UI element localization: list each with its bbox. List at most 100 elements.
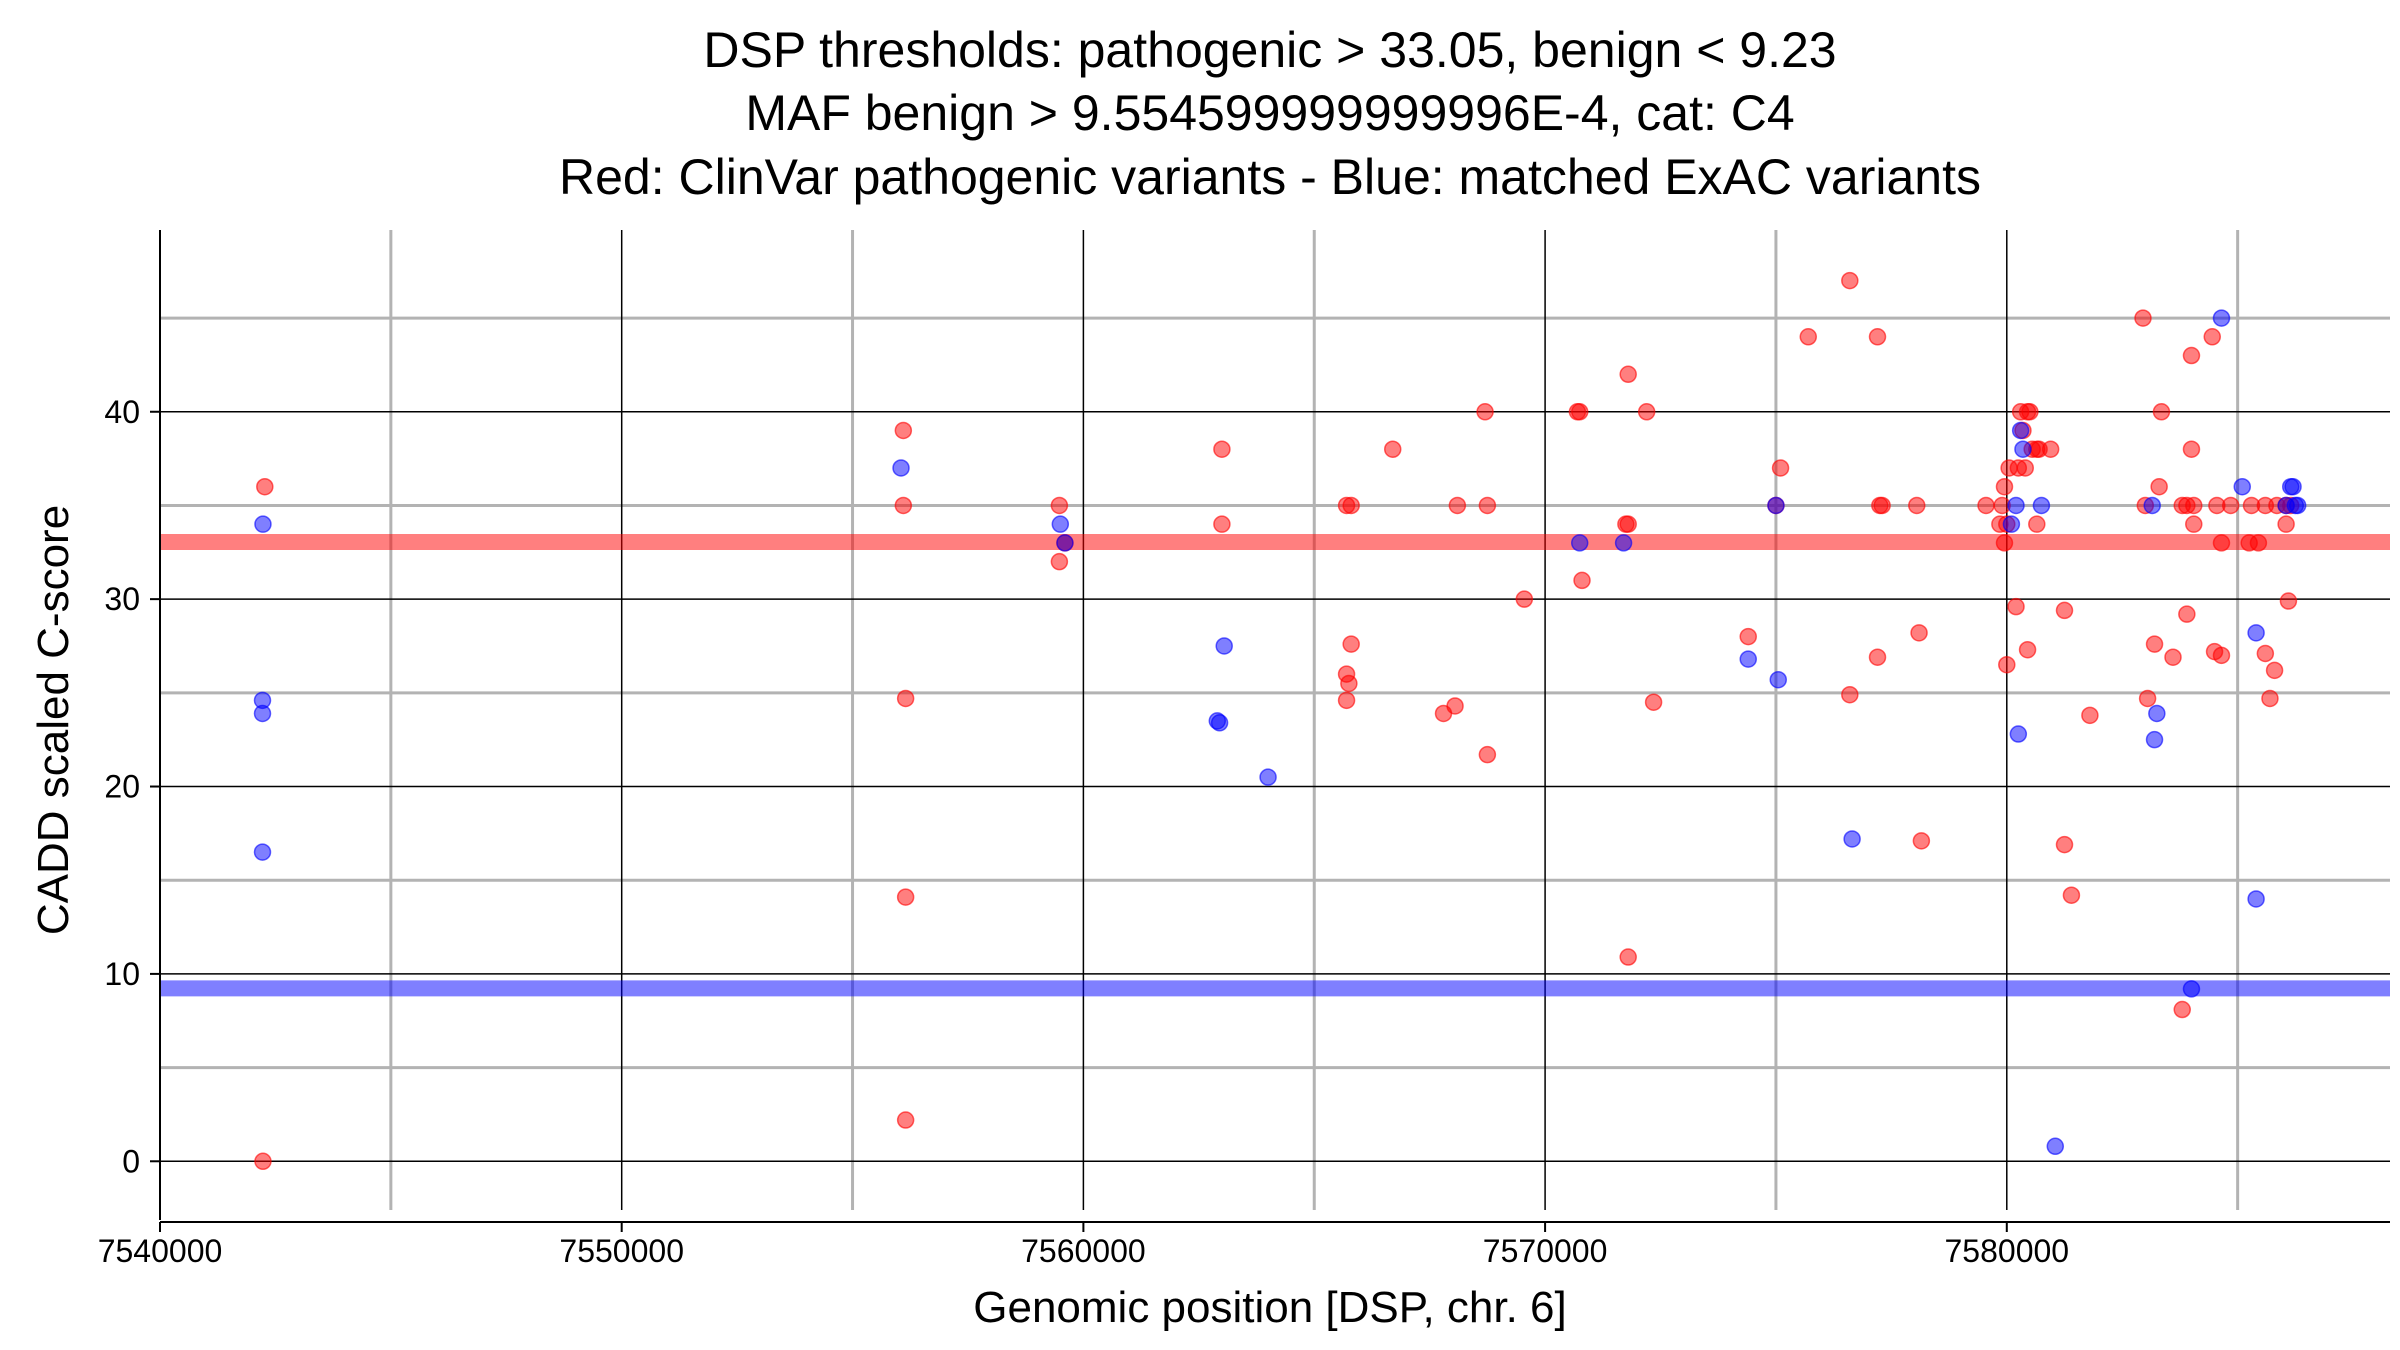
pathogenic-point xyxy=(2185,515,2203,533)
pathogenic-point xyxy=(1995,534,2014,552)
pathogenic-point xyxy=(2021,403,2039,421)
pathogenic-point xyxy=(1342,635,1360,653)
pathogenic-point xyxy=(1515,590,1534,608)
chart-title-line-3: Red: ClinVar pathogenic variants - Blue:… xyxy=(559,149,1981,205)
pathogenic-point xyxy=(1637,403,1656,421)
pathogenic-point xyxy=(2277,515,2295,533)
pathogenic-point xyxy=(1573,571,1591,590)
pathogenic-point xyxy=(1213,515,1231,533)
pathogenic-point xyxy=(2182,440,2201,458)
pathogenic-point xyxy=(2018,640,2037,659)
pathogenic-point xyxy=(2212,534,2231,552)
pathogenic-point xyxy=(1771,459,1790,477)
pathogenic-point xyxy=(1050,552,1069,571)
pathogenic-point xyxy=(2203,328,2221,346)
pathogenic-point xyxy=(1619,515,1637,533)
exac-point xyxy=(2002,515,2021,533)
pathogenic-point xyxy=(1868,328,1887,346)
pathogenic-point xyxy=(1448,496,1467,515)
exac-point xyxy=(2233,477,2252,496)
exac-point xyxy=(1056,534,1074,552)
pathogenic-point xyxy=(1841,271,1859,290)
pathogenic-point xyxy=(894,496,913,515)
exac-point xyxy=(1210,714,1229,732)
exac-point xyxy=(892,459,910,477)
pathogenic-point xyxy=(2081,706,2099,725)
pathogenic-point xyxy=(1342,496,1360,515)
pathogenic-point xyxy=(2261,689,2279,708)
pathogenic-point xyxy=(1619,365,1637,384)
pathogenic-point xyxy=(1213,440,1231,458)
pathogenic-point xyxy=(2279,592,2298,610)
exac-point xyxy=(253,704,272,723)
pathogenic-point xyxy=(2178,605,2196,623)
pathogenic-point xyxy=(2173,1000,2191,1019)
exac-point xyxy=(2145,730,2164,749)
exac-point xyxy=(2032,496,2051,515)
pathogenic-point xyxy=(2212,646,2231,665)
pathogenic-point xyxy=(2182,346,2201,365)
y-tick-label: 0 xyxy=(122,1143,140,1179)
pathogenic-point xyxy=(2138,689,2157,708)
exac-point xyxy=(2288,496,2307,515)
exac-point xyxy=(2014,440,2032,458)
pathogenic-point xyxy=(2134,309,2152,327)
y-tick-label: 20 xyxy=(104,769,140,805)
pathogenic-point xyxy=(2062,886,2081,904)
pathogenic-point xyxy=(2221,496,2240,515)
exac-point xyxy=(1769,670,1788,689)
pathogenic-point xyxy=(1799,328,1818,346)
pathogenic-point xyxy=(256,477,274,496)
pathogenic-point xyxy=(2055,835,2074,854)
pathogenic-point xyxy=(1644,693,1663,711)
x-axis-label: Genomic position [DSP, chr. 6] xyxy=(973,1283,1566,1332)
pathogenic-point xyxy=(2256,644,2275,663)
pathogenic-point xyxy=(1912,832,1931,850)
pathogenic-point xyxy=(1910,624,1928,642)
pathogenic-point xyxy=(2249,534,2268,552)
exac-point xyxy=(253,843,272,861)
pathogenic-point xyxy=(2152,403,2171,421)
x-tick-label: 7580000 xyxy=(1945,1233,2070,1269)
y-tick-label: 10 xyxy=(104,956,140,992)
pathogenic-point xyxy=(1478,496,1497,515)
exac-point xyxy=(2011,421,2030,440)
grid-minor xyxy=(160,230,2390,1210)
pathogenic-point xyxy=(2007,597,2025,616)
pathogenic-point xyxy=(254,1152,272,1171)
x-tick-label: 7550000 xyxy=(559,1233,684,1269)
pathogenic-point xyxy=(2145,635,2164,653)
pathogenic-point xyxy=(2265,661,2284,680)
exac-point xyxy=(2009,725,2028,743)
exac-point xyxy=(2212,309,2231,327)
exac-point xyxy=(2143,496,2161,515)
exac-point xyxy=(1570,534,1589,552)
y-axis: 0 10 20 30 40 xyxy=(104,230,161,1220)
exac-point xyxy=(2247,890,2265,908)
pathogenic-point xyxy=(1337,691,1356,710)
exac-point xyxy=(2247,624,2265,642)
pathogenic-point xyxy=(1446,697,1464,715)
pathogenic-point xyxy=(1340,674,1358,693)
pathogenic-point xyxy=(1873,496,1891,515)
pathogenic-point xyxy=(896,1111,915,1129)
x-axis: 7540000 7550000 7560000 7570000 7580000 xyxy=(98,1221,2390,1269)
y-tick-label: 30 xyxy=(104,581,140,617)
pathogenic-point xyxy=(896,888,915,906)
exac-point xyxy=(2182,980,2201,998)
exac-point xyxy=(2046,1137,2065,1156)
pathogenic-point xyxy=(1050,496,1069,515)
pathogenic-point xyxy=(1998,655,2016,674)
exac-point xyxy=(2148,704,2166,723)
y-axis-label: CADD scaled C-score xyxy=(29,505,78,935)
pathogenic-point xyxy=(1739,627,1757,646)
chart-title-line-2: MAF benign > 9.554599999999996E-4, cat: … xyxy=(745,85,1794,141)
exac-point xyxy=(1215,637,1233,655)
pathogenic-point xyxy=(896,689,915,708)
pathogenic-point xyxy=(1570,403,1589,421)
exac-point xyxy=(1614,534,1633,552)
exac-point xyxy=(1767,496,1785,515)
data-points xyxy=(253,271,2307,1171)
pathogenic-point xyxy=(1977,496,1995,515)
